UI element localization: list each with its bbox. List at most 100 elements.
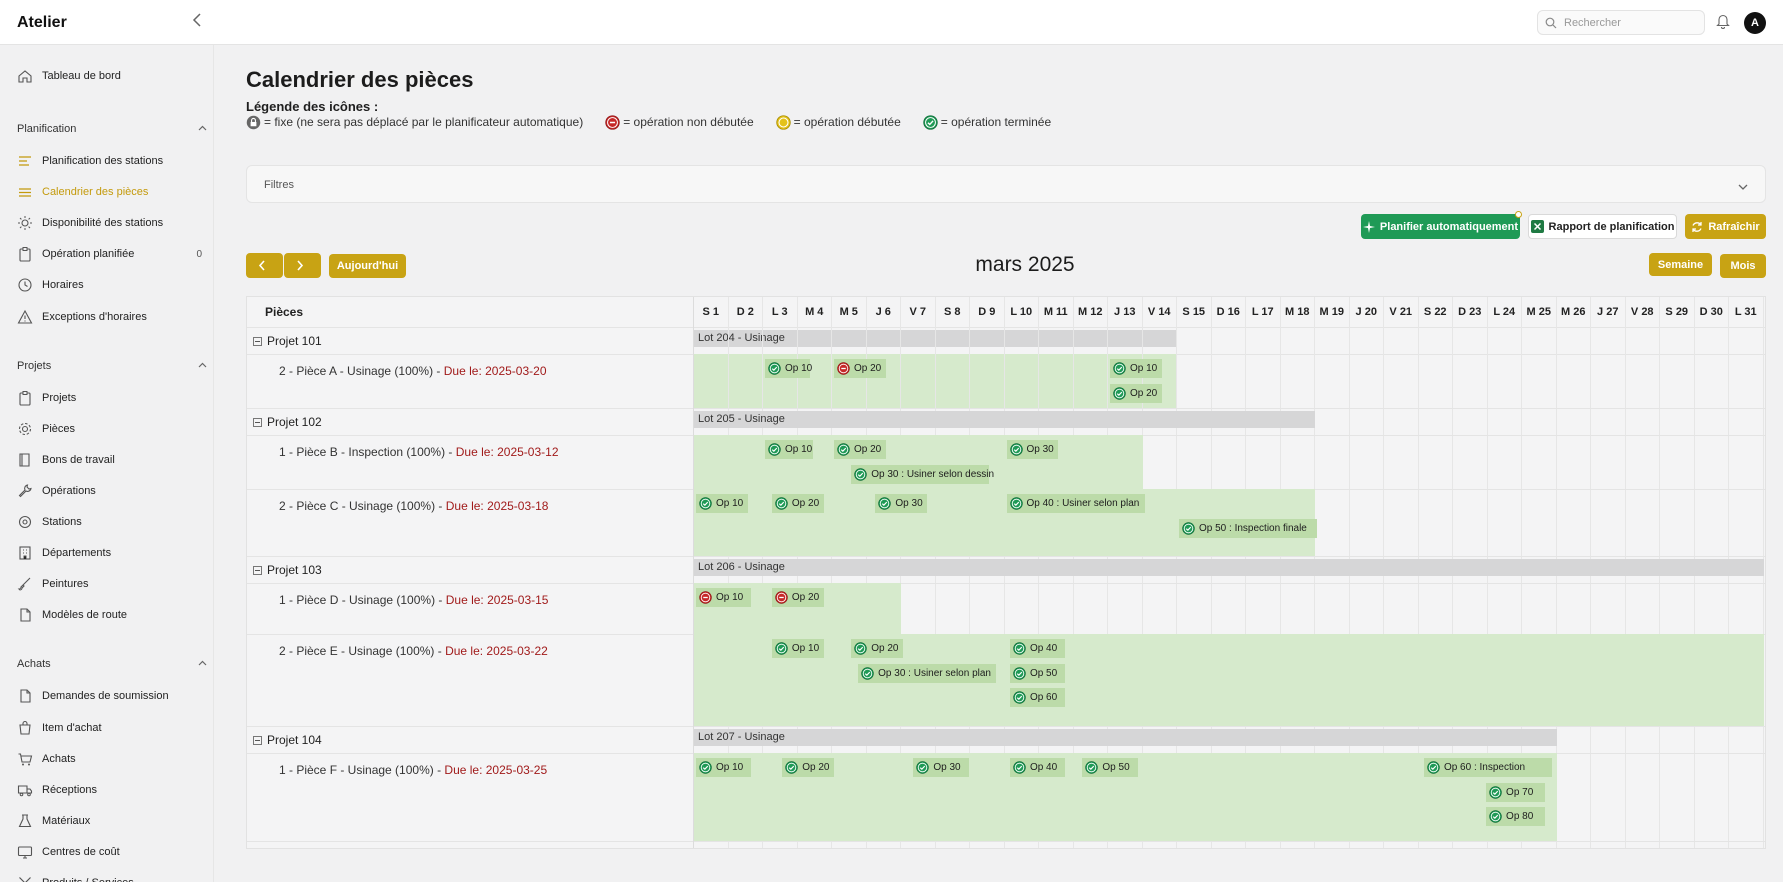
sidebar-item-horaires[interactable]: Horaires [17, 275, 207, 295]
sidebar-section-planification[interactable]: Planification [17, 123, 207, 135]
operation-label: Op 20 [854, 444, 882, 455]
operation-label: Op 30 : Usiner selon plan [878, 667, 991, 679]
operation-chip[interactable]: Op 40 : Usiner selon plan [1006, 494, 1145, 513]
operation-chip[interactable]: Op 30 : Usiner selon dessin [851, 464, 994, 484]
sidebar-item-planification-des-stations[interactable]: Planification des stations [17, 151, 207, 171]
sidebar-item-tableau-de-bord[interactable]: Tableau de bord [17, 66, 207, 86]
schedule-report-button[interactable]: Rapport de planification [1528, 214, 1677, 239]
operation-chip[interactable]: Op 20 [851, 639, 903, 658]
operation-chip[interactable]: Op 40 [1009, 639, 1066, 658]
operation-chip[interactable]: Op 20 [771, 588, 824, 607]
piece-label[interactable]: 2 - Pièce C - Usinage (100%) - Due le: 2… [279, 499, 548, 513]
sidebar-item-modèles-de-route[interactable]: Modèles de route [17, 605, 207, 625]
project-name: Projet 104 [267, 733, 322, 747]
sidebar-item-stations[interactable]: Stations [17, 512, 207, 532]
search-box[interactable]: Rechercher [1537, 10, 1705, 35]
operation-chip[interactable]: Op 10 [696, 494, 748, 513]
operation-chip[interactable]: Op 60 [1009, 688, 1066, 707]
sidebar-item-projets[interactable]: Projets [17, 388, 207, 408]
auto-schedule-button[interactable]: Planifier automatiquement [1361, 214, 1520, 239]
month-view-button[interactable]: Mois [1720, 254, 1766, 278]
operation-chip[interactable]: Op 10 [696, 758, 752, 777]
sidebar-item-item-d-achat[interactable]: Item d'achat [17, 718, 207, 738]
pieces-column-header: Pièces [247, 297, 694, 327]
piece-name: 1 - Pièce F - Usinage (100%) - [279, 763, 445, 777]
sun-icon [17, 215, 33, 231]
operation-chip[interactable]: Op 10 [765, 440, 814, 459]
lot-bar[interactable]: Lot 207 - Usinage [694, 729, 1557, 746]
sidebar-item-opérations[interactable]: Opérations [17, 481, 207, 501]
operation-chip[interactable]: Op 80 [1486, 807, 1545, 826]
project-row-projet-103[interactable]: Projet 103 [253, 563, 322, 577]
done-icon [775, 642, 788, 655]
operation-chip[interactable]: Op 10 [696, 588, 752, 607]
operation-chip[interactable]: Op 50 [1009, 663, 1066, 683]
week-view-button[interactable]: Semaine [1649, 253, 1712, 276]
user-avatar[interactable]: A [1744, 12, 1766, 34]
project-row-projet-104[interactable]: Projet 104 [253, 733, 322, 747]
operation-chip[interactable]: Op 70 [1486, 782, 1545, 802]
project-row-projet-102[interactable]: Projet 102 [253, 415, 322, 429]
operation-chip[interactable]: Op 60 : Inspection [1423, 758, 1552, 777]
operation-chip[interactable]: Op 20 [834, 359, 886, 378]
refresh-button[interactable]: Rafraîchir [1685, 214, 1766, 239]
operation-chip[interactable]: Op 20 [1110, 383, 1162, 403]
sidebar-item-demandes-de-soumission[interactable]: Demandes de soumission [17, 686, 207, 706]
day-gridline [1486, 327, 1488, 848]
operation-chip[interactable]: Op 30 [913, 758, 969, 777]
notification-bell-icon[interactable] [1716, 13, 1730, 34]
operation-chip[interactable]: Op 20 [782, 758, 834, 777]
operation-chip[interactable]: Op 30 : Usiner selon plan [858, 663, 997, 683]
done-icon [768, 362, 781, 375]
day-gridline [1003, 327, 1005, 848]
sidebar-item-achats[interactable]: Achats [17, 749, 207, 769]
piece-label[interactable]: 1 - Pièce B - Inspection (100%) - Due le… [279, 445, 559, 459]
lot-bar[interactable]: Lot 206 - Usinage [694, 559, 1764, 576]
collapse-toggle-icon[interactable] [253, 417, 262, 427]
day-gridline [1245, 327, 1246, 848]
auto-schedule-label: Planifier automatiquement [1379, 220, 1519, 233]
sidebar-item-peintures[interactable]: Peintures [17, 574, 207, 594]
today-button[interactable]: Aujourd'hui [329, 254, 406, 278]
operation-chip[interactable]: Op 10 [771, 639, 824, 658]
piece-label[interactable]: 2 - Pièce A - Usinage (100%) - Due le: 2… [279, 364, 547, 378]
lot-bar[interactable]: Lot 204 - Usinage [694, 330, 1177, 347]
operation-chip[interactable]: Op 50 [1082, 758, 1138, 777]
collapse-toggle-icon[interactable] [253, 565, 262, 575]
sidebar-item-départements[interactable]: Départements [17, 543, 207, 563]
operation-chip[interactable]: Op 20 [771, 494, 824, 513]
piece-label[interactable]: 2 - Pièce E - Usinage (100%) - Due le: 2… [279, 644, 548, 658]
lot-bar[interactable]: Lot 205 - Usinage [694, 411, 1315, 428]
sidebar-item-calendrier-des-pièces[interactable]: Calendrier des pièces [17, 182, 207, 202]
piece-name: 2 - Pièce A - Usinage (100%) - [279, 364, 444, 378]
operation-chip[interactable]: Op 40 [1009, 758, 1066, 777]
sidebar-item-bons-de-travail[interactable]: Bons de travail [17, 450, 207, 470]
collapse-sidebar-icon[interactable] [192, 13, 202, 32]
piece-label[interactable]: 1 - Pièce D - Usinage (100%) - Due le: 2… [279, 593, 548, 607]
piece-label[interactable]: 1 - Pièce F - Usinage (100%) - Due le: 2… [279, 763, 547, 777]
operation-chip[interactable]: Op 20 [834, 440, 886, 459]
sidebar-item-disponibilité-des-stations[interactable]: Disponibilité des stations [17, 213, 207, 233]
operation-chip[interactable]: Op 50 : Inspection finale [1179, 518, 1317, 538]
previous-button[interactable] [246, 253, 283, 278]
day-header: D 9 [970, 297, 1005, 327]
project-row-projet-101[interactable]: Projet 101 [253, 334, 322, 348]
sidebar-item-exceptions-d-horaires[interactable]: Exceptions d'horaires [17, 307, 207, 327]
sidebar-section-achats[interactable]: Achats [17, 658, 207, 670]
operation-chip[interactable]: Op 30 [1006, 440, 1059, 459]
filters-panel[interactable]: Filtres [246, 165, 1766, 203]
sidebar-item-centres-de-coût[interactable]: Centres de coût [17, 842, 207, 862]
sidebar-section-projets[interactable]: Projets [17, 360, 207, 372]
sidebar-item-réceptions[interactable]: Réceptions [17, 780, 207, 800]
pieces-column-divider [693, 297, 694, 848]
collapse-toggle-icon[interactable] [253, 336, 262, 346]
operation-chip[interactable]: Op 10 [765, 359, 812, 378]
operation-chip[interactable]: Op 30 [875, 494, 928, 513]
operation-chip[interactable]: Op 10 [1110, 359, 1162, 378]
sidebar-item-opération-planifiée[interactable]: Opération planifiée 0 [17, 244, 207, 264]
next-button[interactable] [284, 253, 321, 278]
sidebar-item-produits-services[interactable]: Produits / Services [17, 873, 207, 882]
collapse-toggle-icon[interactable] [253, 735, 262, 745]
sidebar-item-pièces[interactable]: Pièces [17, 419, 207, 439]
sidebar-item-matériaux[interactable]: Matériaux [17, 811, 207, 831]
